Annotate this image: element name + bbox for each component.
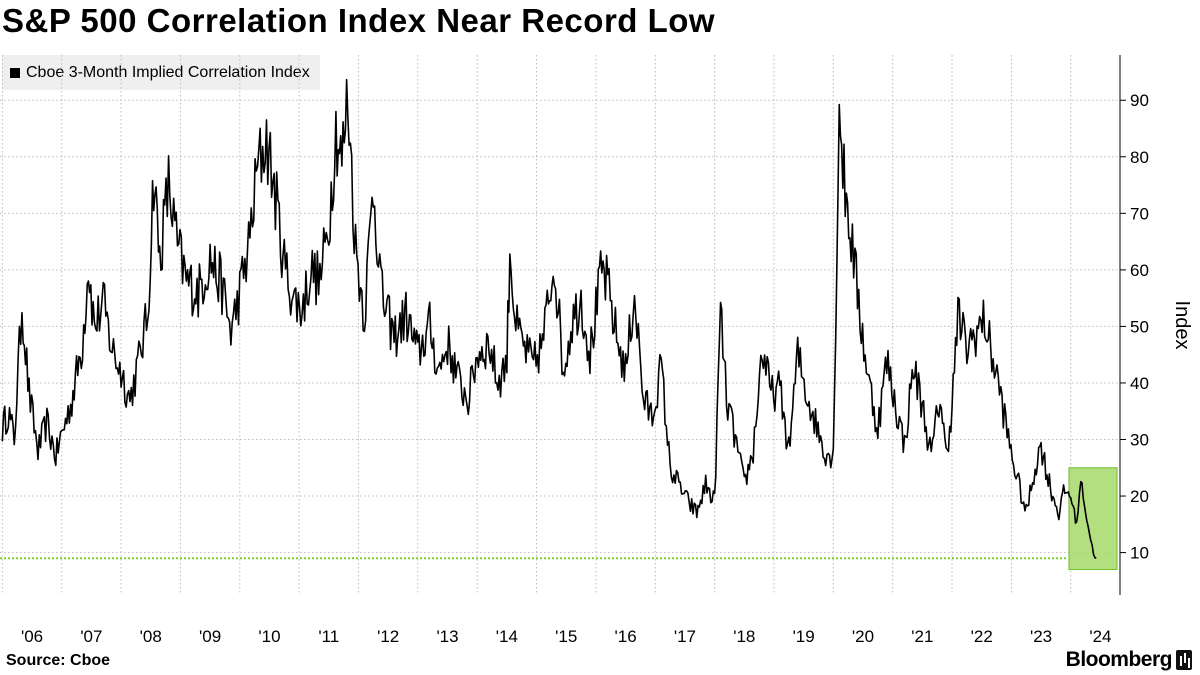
legend: Cboe 3-Month Implied Correlation Index <box>2 55 320 90</box>
x-tick-label: '22 <box>971 627 993 646</box>
y-tick-label: 70 <box>1130 204 1149 223</box>
x-tick-label: '12 <box>377 627 399 646</box>
y-tick-label: 40 <box>1130 374 1149 393</box>
x-tick-label: '21 <box>911 627 933 646</box>
x-tick-label: '18 <box>733 627 755 646</box>
y-tick-label: 50 <box>1130 317 1149 336</box>
y-tick-label: 60 <box>1130 261 1149 280</box>
x-tick-label: '13 <box>436 627 458 646</box>
legend-swatch <box>10 67 20 78</box>
y-axis-title: Index <box>1171 301 1193 350</box>
x-tick-label: '19 <box>793 627 815 646</box>
x-tick-label: '23 <box>1030 627 1052 646</box>
x-tick-label: '10 <box>258 627 280 646</box>
x-tick-label: '15 <box>555 627 577 646</box>
series-line-correlation-index <box>1 78 1097 559</box>
x-tick-label: '24 <box>1089 627 1111 646</box>
brand: Bloomberg <box>1066 648 1192 672</box>
y-tick-label: 90 <box>1130 91 1149 110</box>
legend-label: Cboe 3-Month Implied Correlation Index <box>26 63 310 81</box>
x-tick-label: '20 <box>852 627 874 646</box>
x-tick-label: '14 <box>496 627 518 646</box>
x-tick-label: '11 <box>318 627 339 646</box>
x-tick-label: '09 <box>199 627 221 646</box>
chart-title: S&P 500 Correlation Index Near Record Lo… <box>2 2 716 39</box>
y-tick-label: 10 <box>1130 544 1149 563</box>
x-tick-label: '06 <box>21 627 43 646</box>
brand-name: Bloomberg <box>1065 648 1173 671</box>
x-tick-label: '16 <box>615 627 637 646</box>
source-note: Source: Cboe <box>6 652 111 669</box>
y-tick-label: 80 <box>1130 148 1149 167</box>
x-tick-label: '08 <box>140 627 162 646</box>
y-tick-label: 20 <box>1130 487 1149 506</box>
bloomberg-logo-icon <box>1176 650 1192 670</box>
y-tick-label: 30 <box>1130 431 1149 450</box>
x-tick-label: '17 <box>674 627 696 646</box>
x-tick-label: '07 <box>80 627 102 646</box>
